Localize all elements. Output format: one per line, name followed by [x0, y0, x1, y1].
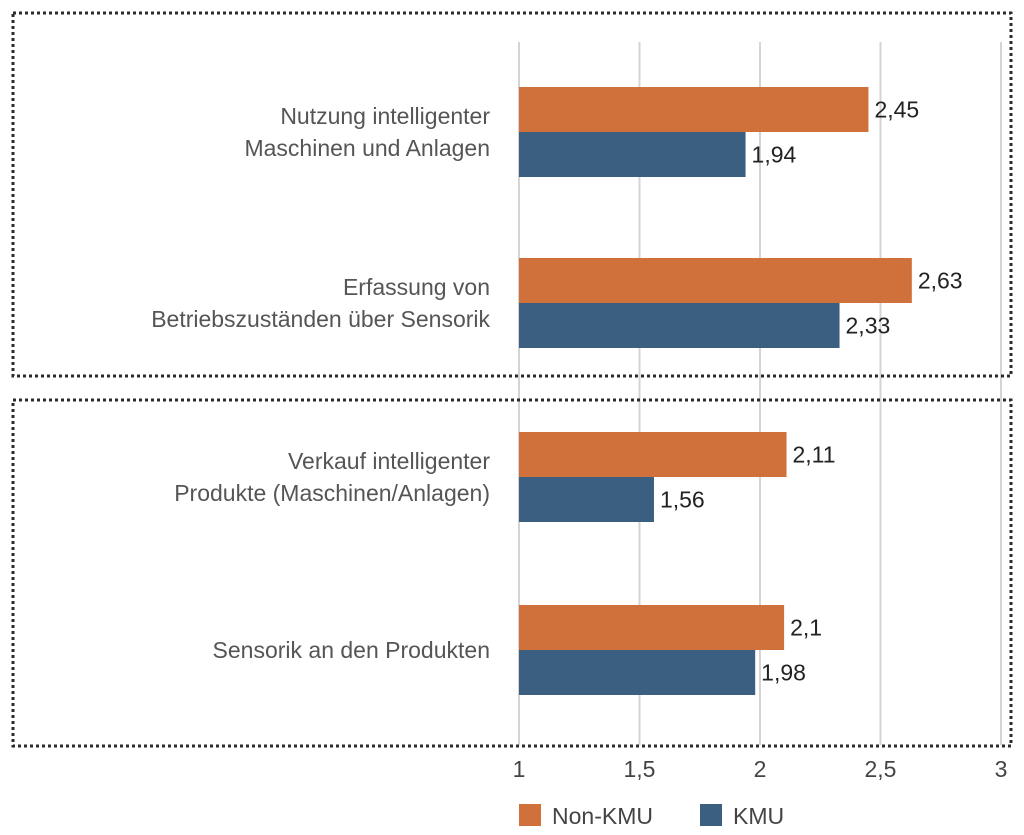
bar-kmu	[519, 650, 756, 695]
legend-label: KMU	[733, 803, 784, 829]
category-label: Erfassung von	[343, 274, 490, 300]
tick-label: 3	[995, 756, 1008, 782]
tick-label: 1	[513, 756, 526, 782]
bar-non-kmu	[519, 87, 869, 132]
group-boxes	[11, 11, 1013, 748]
tick-label: 1,5	[624, 756, 656, 782]
category-label: Nutzung intelligenter	[280, 103, 490, 129]
data-label: 1,56	[660, 487, 705, 513]
category-label: Maschinen und Anlagen	[244, 135, 490, 161]
category-labels: Nutzung intelligenter Maschinen und Anlag…	[151, 103, 490, 663]
data-label: 2,63	[918, 268, 963, 294]
data-label: 2,33	[846, 313, 891, 339]
tick-label: 2,5	[865, 756, 897, 782]
bar-kmu	[519, 132, 746, 177]
legend: Non-KMU KMU	[519, 803, 784, 829]
data-label: 2,1	[790, 615, 822, 641]
tick-label: 2	[754, 756, 767, 782]
data-label: 1,98	[761, 660, 806, 686]
bar-non-kmu	[519, 258, 912, 303]
bar-kmu	[519, 303, 840, 348]
legend-swatch	[700, 804, 722, 826]
legend-label: Non-KMU	[552, 803, 653, 829]
value-labels: 2,45 1,94 2,63 2,33 2,11 1,56 2,1 1,98	[660, 97, 963, 686]
x-axis-tick-labels: 1 1,5 2 2,5 3	[513, 756, 1008, 782]
bar-kmu	[519, 477, 654, 522]
group-box	[11, 11, 1013, 378]
category-label: Sensorik an den Produkten	[213, 637, 490, 663]
bars	[519, 87, 912, 695]
legend-swatch	[519, 804, 541, 826]
group-box	[11, 398, 1013, 748]
category-label: Verkauf intelligenter	[288, 448, 490, 474]
data-label: 2,45	[874, 97, 919, 123]
data-label: 1,94	[752, 142, 797, 168]
data-label: 2,11	[793, 442, 836, 468]
category-label: Produkte (Maschinen/Anlagen)	[174, 480, 490, 506]
category-label: Betriebszuständen über Sensorik	[151, 306, 490, 332]
bar-non-kmu	[519, 605, 785, 650]
bar-non-kmu	[519, 432, 787, 477]
